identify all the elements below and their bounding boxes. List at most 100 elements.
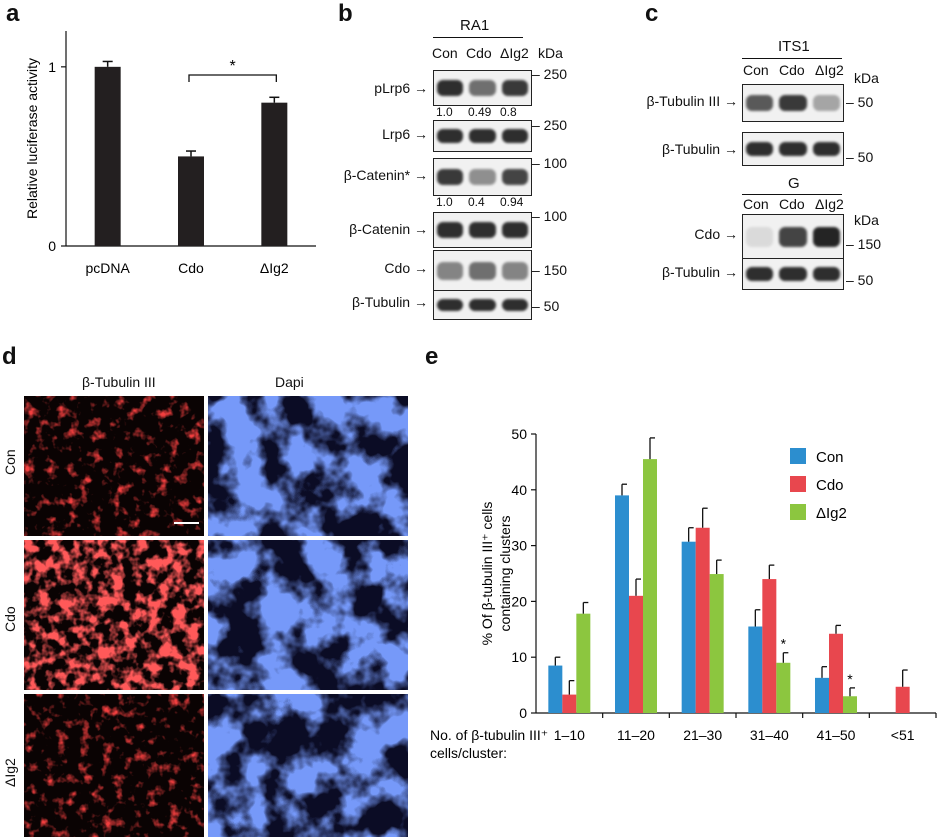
panel-d-col-label-dapi: Dapi bbox=[275, 374, 304, 390]
y-axis-label-line1: % Of β-tubulin III⁺ cells bbox=[479, 502, 495, 646]
legend-swatch-2 bbox=[790, 504, 806, 520]
panel-a-chart: 0 1 Relative luciferase activity pcDNA Cdo ΔI… bbox=[24, 31, 316, 276]
row-label: β-Tubulin → bbox=[351, 294, 428, 310]
bar-Cdo-1 bbox=[629, 595, 643, 713]
significance-bracket bbox=[188, 74, 277, 82]
legend-swatch-1 bbox=[790, 476, 806, 492]
blot-band bbox=[779, 141, 807, 157]
bar-0 bbox=[94, 66, 121, 246]
blot-band bbox=[746, 94, 774, 112]
panel-c-western-blot: ITS1 Con Cdo ΔIg2 kDa G Con Cdo ΔIg2 kDa… bbox=[620, 0, 946, 310]
quant-value: 0.4 bbox=[468, 195, 485, 209]
blot-band bbox=[812, 227, 840, 247]
marker-label: – 150 bbox=[846, 236, 882, 252]
quant-value: 0.8 bbox=[500, 105, 517, 119]
bar-ΔIg2-3 bbox=[776, 662, 791, 713]
blot-band bbox=[469, 222, 496, 238]
panel-letter-b: b bbox=[338, 0, 353, 27]
legend-swatch-0 bbox=[790, 448, 806, 464]
y-tick-label: 0 bbox=[48, 238, 56, 254]
y-tick-label: 0 bbox=[519, 705, 527, 721]
blot-band bbox=[779, 267, 807, 281]
blot-band bbox=[812, 141, 840, 157]
bar-Con-3 bbox=[748, 626, 763, 713]
panel-d-micrograph-grid bbox=[24, 396, 408, 837]
bar-ΔIg2-4 bbox=[843, 696, 857, 713]
micrograph-cdo-dapi bbox=[208, 540, 408, 690]
legend-label-0: Con bbox=[816, 449, 844, 466]
bar-Cdo-3 bbox=[762, 579, 777, 713]
y-axis-label: Relative luciferase activity bbox=[24, 58, 40, 219]
blot-band bbox=[501, 80, 528, 96]
x-tick-label: 21–30 bbox=[683, 727, 722, 743]
panel-letter-a: a bbox=[6, 0, 20, 27]
blot-band bbox=[469, 129, 496, 143]
x-axis-label-line2: cells/cluster: bbox=[430, 745, 507, 761]
blot-band bbox=[437, 168, 464, 186]
x-tick-label: Cdo bbox=[178, 260, 204, 276]
x-tick-label: 31–40 bbox=[750, 727, 789, 743]
bar-ΔIg2-2 bbox=[709, 574, 724, 713]
row-label: β-Catenin* → bbox=[343, 167, 428, 183]
marker-label: – 150 bbox=[532, 262, 568, 278]
blot-band bbox=[501, 298, 528, 312]
panel-e-chart: 0 10 20 30 40 50 % Of β-tubulin III⁺ cells cont… bbox=[430, 426, 937, 761]
micrograph-cdo-tubulin bbox=[24, 540, 204, 690]
bar-2 bbox=[261, 102, 288, 247]
blot-band bbox=[746, 141, 774, 157]
blot-band bbox=[812, 267, 840, 281]
micrograph-dig2-tubulin bbox=[24, 694, 204, 837]
micrograph-con-dapi bbox=[208, 396, 408, 536]
bar-Cdo-4 bbox=[829, 633, 843, 713]
row-label: β-Tubulin III → bbox=[646, 93, 738, 109]
blot-band bbox=[469, 80, 496, 96]
y-axis-label-line2: containing clusters bbox=[497, 516, 513, 632]
row-label: β-Tubulin → bbox=[661, 141, 738, 157]
y-tick-label: 50 bbox=[511, 426, 527, 442]
panel-c-kda-bottom: kDa bbox=[854, 212, 879, 228]
panel-b-lane-dig2: ΔIg2 bbox=[500, 45, 529, 61]
panel-letter-e: e bbox=[425, 343, 439, 370]
blot-band bbox=[501, 222, 528, 238]
marker-label: – 250 bbox=[532, 66, 568, 82]
panel-c-lane-cdo-top: Cdo bbox=[779, 62, 805, 78]
x-axis-label-line1: No. of β-tubulin III⁺ bbox=[430, 727, 548, 743]
marker-label: – 100 bbox=[532, 208, 568, 224]
blot-plrp6 bbox=[433, 70, 532, 106]
marker-label: – 50 bbox=[532, 298, 560, 314]
marker-label: – 50 bbox=[846, 149, 874, 165]
bar-Con-4 bbox=[815, 677, 829, 713]
significance-star: * bbox=[230, 58, 236, 75]
blot-band bbox=[437, 222, 464, 238]
blot-c-top-0 bbox=[742, 84, 844, 122]
significance-star: * bbox=[847, 671, 853, 687]
x-tick-label: 11–20 bbox=[617, 727, 655, 743]
blot-band bbox=[437, 80, 464, 96]
micrograph-dig2-dapi bbox=[208, 694, 408, 837]
x-tick-label: <51 bbox=[891, 727, 915, 743]
quant-value: 0.49 bbox=[468, 105, 492, 119]
panel-c-lane-cdo-bottom: Cdo bbox=[779, 196, 805, 212]
panel-b-kda: kDa bbox=[538, 45, 563, 61]
blot-band bbox=[812, 94, 840, 112]
row-label: Cdo → bbox=[384, 260, 428, 276]
panel-d-row-label-con: Con bbox=[2, 449, 18, 475]
marker-label: – 50 bbox=[846, 272, 874, 288]
blot-band bbox=[779, 227, 807, 247]
legend-label-2: ΔIg2 bbox=[816, 505, 847, 522]
panel-c-lane-con-top: Con bbox=[743, 62, 769, 78]
blot-band bbox=[437, 262, 464, 280]
panel-d-col-label-tubulin: β-Tubulin III bbox=[82, 374, 156, 390]
bar-Cdo-5 bbox=[895, 686, 910, 713]
quant-value: 0.94 bbox=[500, 195, 524, 209]
panel-letter-c: c bbox=[645, 0, 659, 27]
y-tick-label: 1 bbox=[48, 59, 56, 75]
blot-band bbox=[469, 262, 496, 280]
bar-ΔIg2-0 bbox=[576, 613, 591, 713]
bar-Con-1 bbox=[615, 495, 629, 713]
marker-label: – 50 bbox=[846, 94, 874, 110]
blot--tubulin bbox=[433, 290, 532, 320]
blot-band bbox=[779, 94, 807, 112]
legend-label-1: Cdo bbox=[816, 477, 844, 494]
blot-c-top-1 bbox=[742, 132, 844, 166]
